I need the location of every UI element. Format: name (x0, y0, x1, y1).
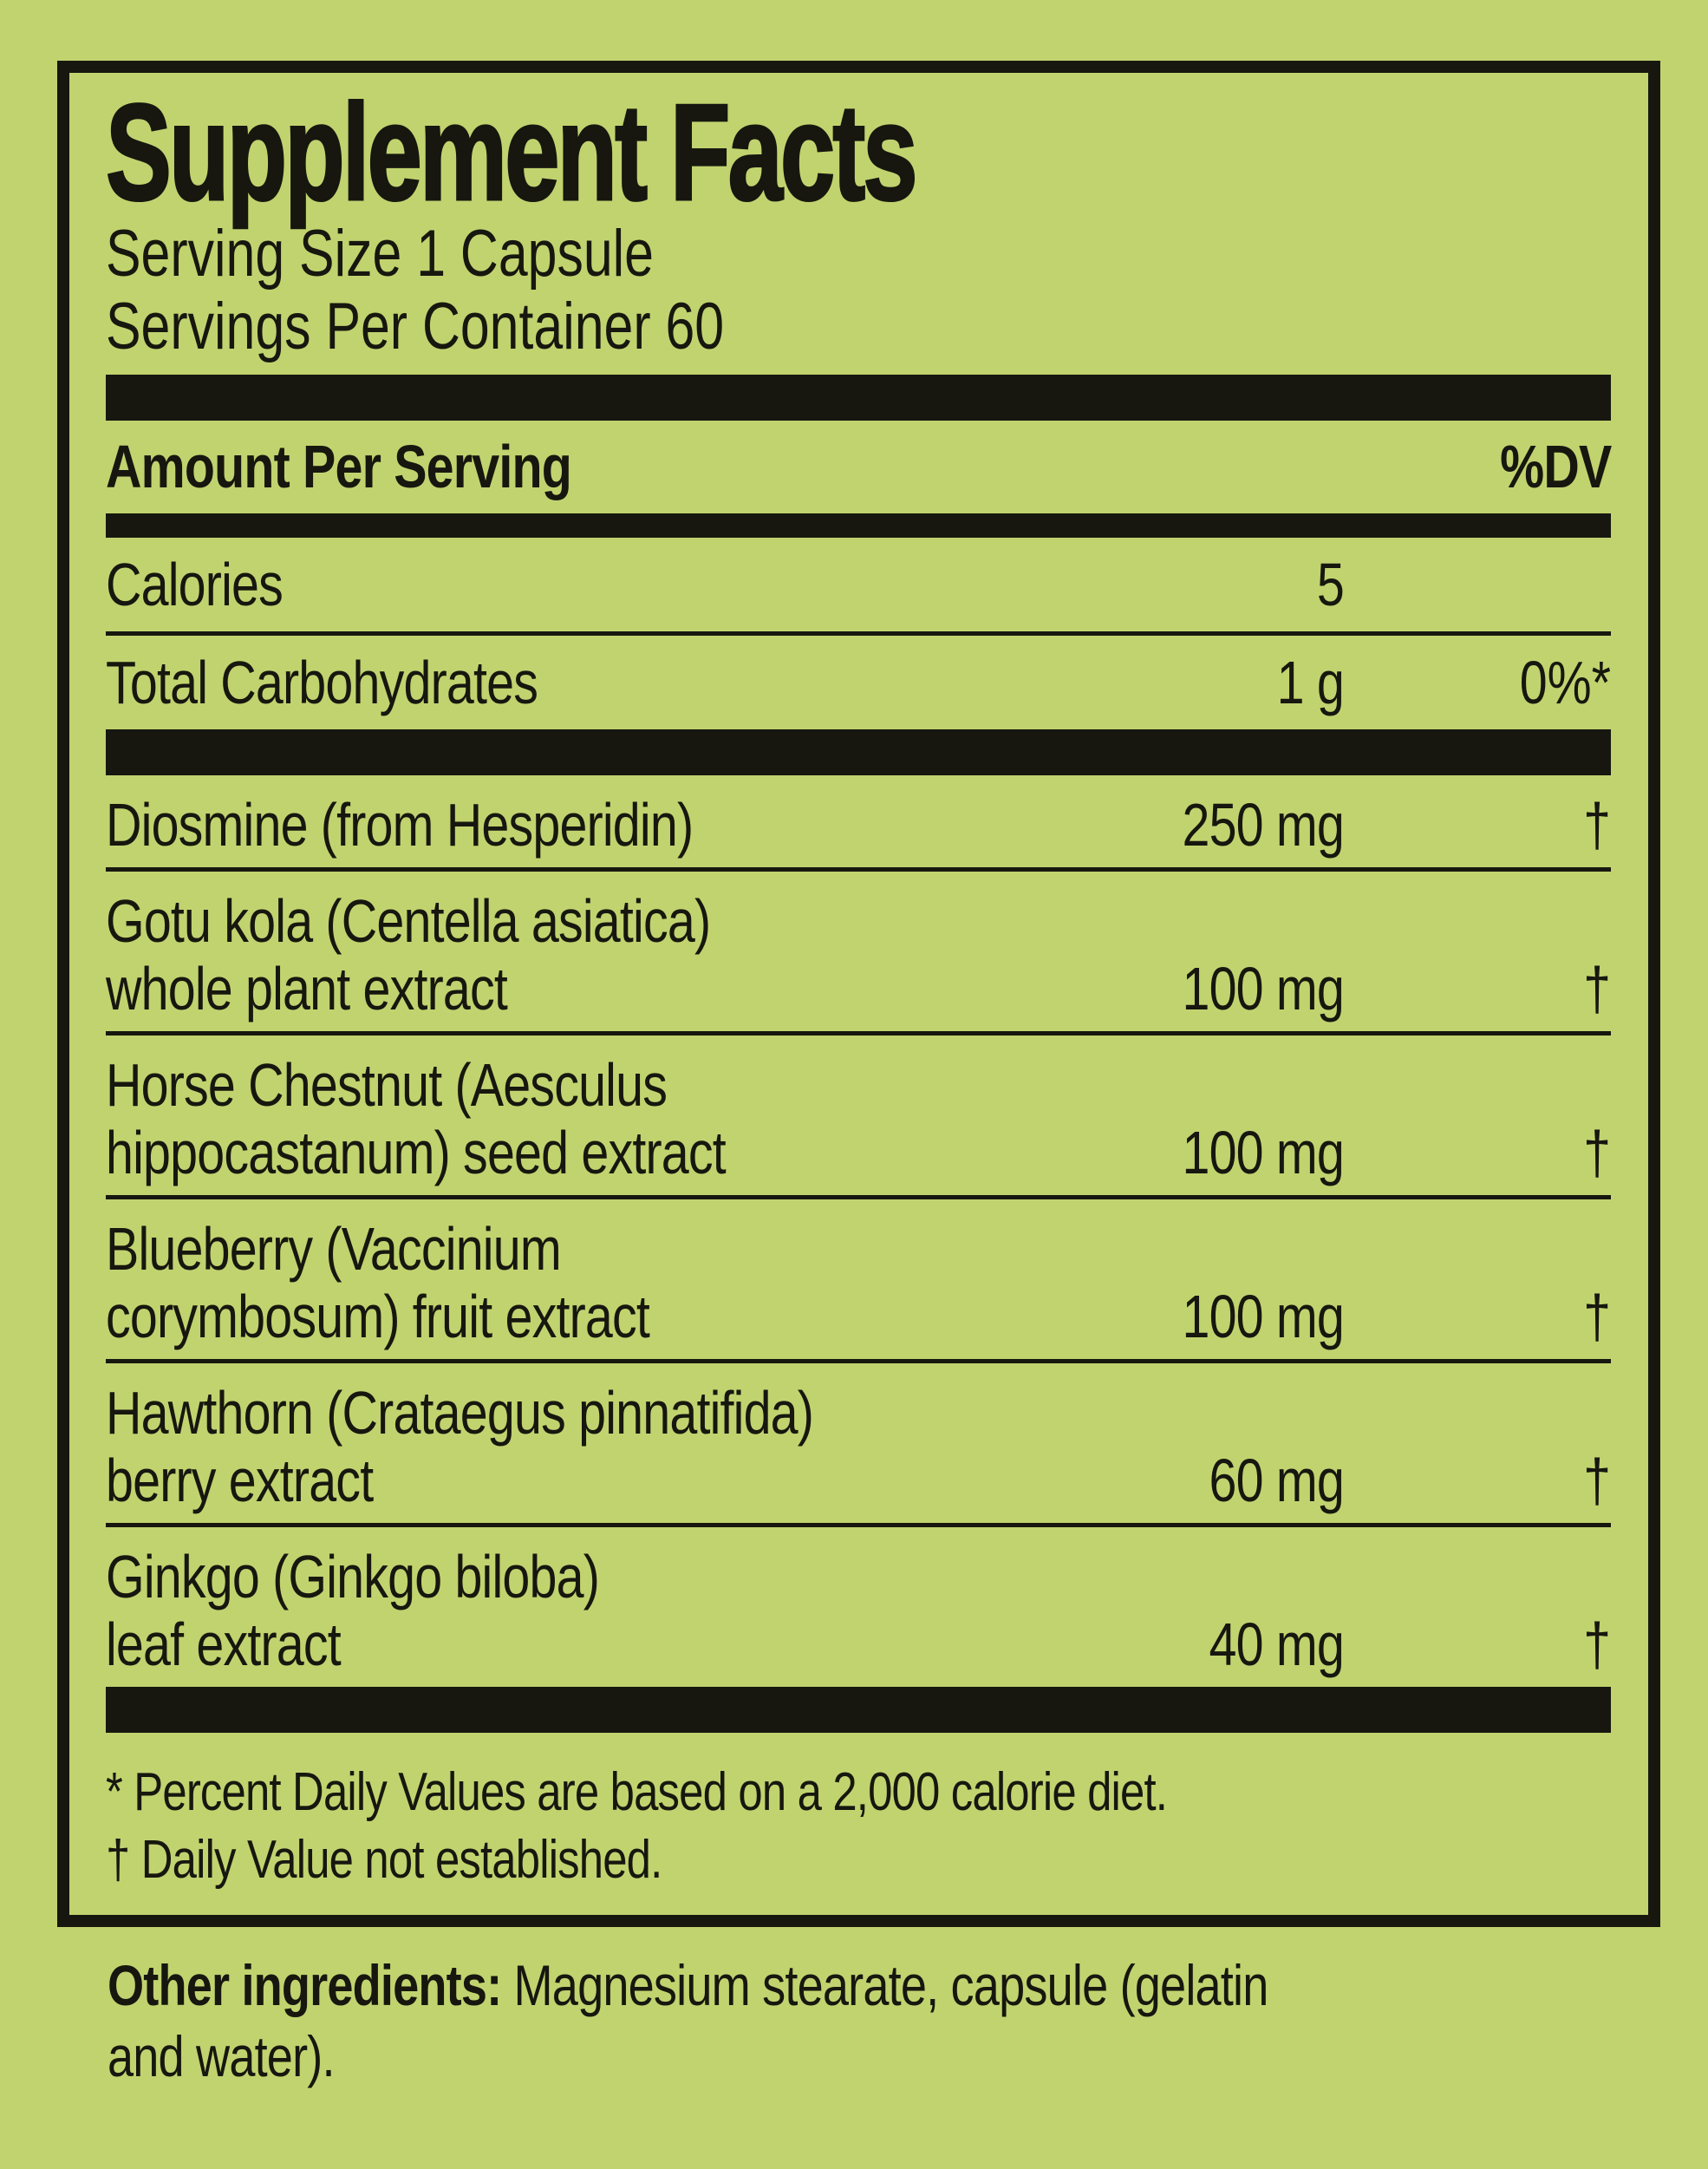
row-amount: 5 (1316, 551, 1345, 618)
row-amount: 100 mg (1182, 1283, 1344, 1350)
divider-bar-bottom (106, 1687, 1611, 1733)
row-dv: † (1583, 955, 1611, 1022)
dv-label: %DV (1499, 433, 1612, 500)
other-ingredients: Other ingredients: Magnesium stearate, c… (108, 1950, 1522, 2092)
row-amount: 1 g (1276, 649, 1345, 716)
nutrient-row-hawthorn: Hawthorn (Crataegus pinnatifida) berry e… (106, 1363, 1611, 1523)
row-dv: † (1583, 1610, 1611, 1678)
row-amount: 60 mg (1209, 1447, 1345, 1514)
row-name: Horse Chestnut (Aesculus hippocastanum) … (106, 1051, 727, 1186)
divider-bar-medium (106, 513, 1611, 538)
nutrient-row-ginkgo: Ginkgo (Ginkgo biloba) leaf extract 40 m… (106, 1527, 1611, 1687)
row-separator (106, 1523, 1611, 1527)
amount-header-row: Amount Per Serving %DV (106, 421, 1612, 513)
row-name: Hawthorn (Crataegus pinnatifida) berry e… (106, 1379, 814, 1514)
other-ingredients-line2: and water). (108, 2024, 336, 2088)
other-ingredients-label: Other ingredients: (108, 1953, 502, 2017)
divider-bar-top (106, 375, 1611, 421)
panel-title: Supplement Facts (105, 76, 919, 229)
other-ingredients-line1: Other ingredients: Magnesium stearate, c… (108, 1950, 1268, 2021)
row-separator (106, 1031, 1611, 1036)
other-ingredients-text: Magnesium stearate, capsule (gelatin (501, 1953, 1269, 2017)
row-separator (106, 1359, 1611, 1363)
row-name: Total Carbohydrates (106, 649, 538, 716)
footnote-dagger: † Daily Value not established. (106, 1830, 662, 1890)
nutrient-row-carbohydrates: Total Carbohydrates 1 g 0%* (106, 636, 1611, 729)
row-dv: † (1583, 1119, 1611, 1186)
nutrient-row-blueberry: Blueberry (Vaccinium corymbosum) fruit e… (106, 1199, 1611, 1359)
row-name: Ginkgo (Ginkgo biloba) leaf extract (106, 1543, 600, 1678)
row-name: Calories (106, 551, 284, 618)
nutrient-row-gotu-kola: Gotu kola (Centella asiatica) whole plan… (106, 872, 1611, 1031)
servings-per-container: Servings Per Container 60 (106, 290, 725, 363)
row-separator (106, 1195, 1611, 1199)
serving-size: Serving Size 1 Capsule (106, 217, 654, 291)
row-name: Diosmine (from Hesperidin) (106, 791, 694, 859)
row-amount: 100 mg (1182, 955, 1344, 1022)
row-dv: † (1583, 791, 1611, 859)
supplement-facts-panel: Supplement Facts Serving Size 1 Capsule … (57, 61, 1660, 1927)
row-name: Gotu kola (Centella asiatica) whole plan… (106, 887, 711, 1022)
divider-bar-middle (106, 729, 1611, 775)
row-dv: † (1583, 1283, 1611, 1350)
nutrient-row-horse-chestnut: Horse Chestnut (Aesculus hippocastanum) … (106, 1036, 1611, 1195)
row-amount: 100 mg (1182, 1119, 1344, 1186)
nutrient-row-calories: Calories 5 (106, 538, 1611, 631)
amount-per-serving-label: Amount Per Serving (106, 433, 572, 500)
row-amount: 250 mg (1182, 791, 1344, 859)
nutrient-row-diosmine: Diosmine (from Hesperidin) 250 mg † (106, 775, 1611, 867)
row-separator (106, 867, 1611, 872)
row-name: Blueberry (Vaccinium corymbosum) fruit e… (106, 1215, 650, 1350)
footnote-asterisk: * Percent Daily Values are based on a 2,… (106, 1762, 1168, 1822)
row-dv: † (1583, 1447, 1611, 1514)
footnotes: * Percent Daily Values are based on a 2,… (106, 1733, 1611, 1894)
row-dv: 0%* (1519, 649, 1611, 716)
row-separator (106, 631, 1611, 636)
row-amount: 40 mg (1209, 1610, 1345, 1678)
